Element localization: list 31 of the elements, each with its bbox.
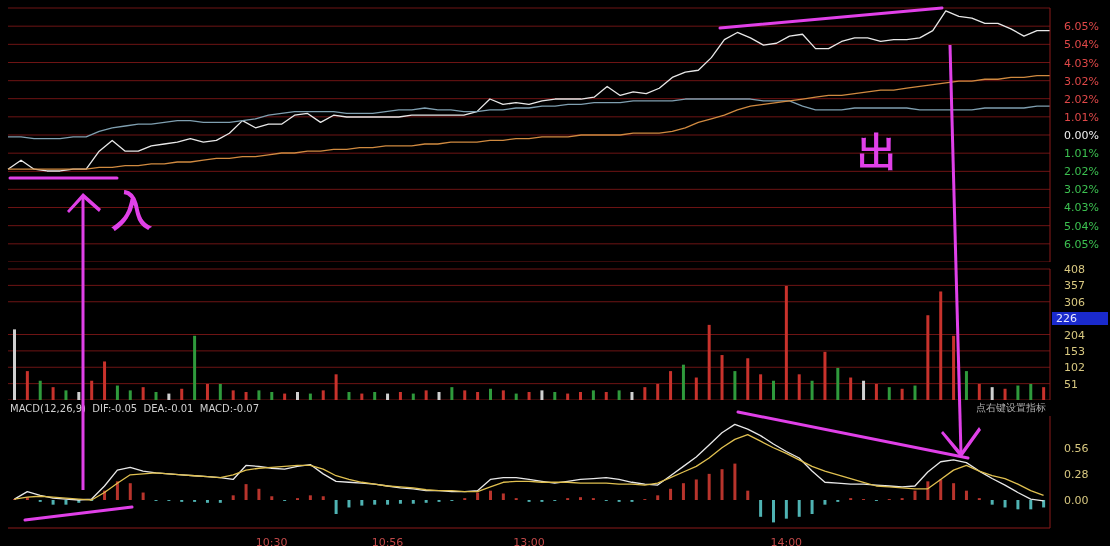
y-tick-label: 2.02% <box>1064 165 1099 179</box>
y-tick-label: 5.04% <box>1064 38 1099 52</box>
y-tick-label: 5.04% <box>1064 219 1099 233</box>
y-tick-label: 408 <box>1064 263 1085 276</box>
annotation: 出 <box>858 128 898 176</box>
y-tick-label: 357 <box>1064 279 1085 293</box>
x-tick-label: 14:00 <box>770 536 803 546</box>
x-tick-label: 13:00 <box>513 536 545 546</box>
annotation: 入 <box>112 186 152 234</box>
y-tick-label: 2.02% <box>1064 92 1099 106</box>
y-tick-label: 3.02% <box>1064 74 1099 88</box>
y-tick-label: 51 <box>1064 377 1078 391</box>
y-tick-label: 4.03% <box>1064 201 1099 215</box>
y-tick-label: 306 <box>1064 295 1085 309</box>
y-tick-label: 1.01% <box>1064 147 1099 161</box>
y-tick-label: 6.05% <box>1064 237 1099 251</box>
x-tick-label: 10:56 <box>371 536 404 546</box>
y-tick-label: 4.03% <box>1064 56 1099 70</box>
y-tick-label: 204 <box>1064 328 1085 342</box>
y-tick-label: 153 <box>1064 344 1085 358</box>
y-tick-label: 1.01% <box>1064 110 1099 124</box>
x-tick-label: 10:30 <box>255 536 288 546</box>
y-tick-label: 0.00% <box>1064 129 1099 142</box>
y-tick-label: 0.56 <box>1064 441 1089 455</box>
y-tick-label: 102 <box>1064 361 1085 375</box>
y-tick-label: 3.02% <box>1064 183 1099 197</box>
text: 226 <box>1052 312 1108 326</box>
y-tick-label: 0.00 <box>1064 494 1089 507</box>
y-tick-label: 0.28 <box>1064 467 1089 481</box>
y-tick-label: 6.05% <box>1064 20 1099 34</box>
text: 点右键设置指标 <box>976 402 1046 414</box>
